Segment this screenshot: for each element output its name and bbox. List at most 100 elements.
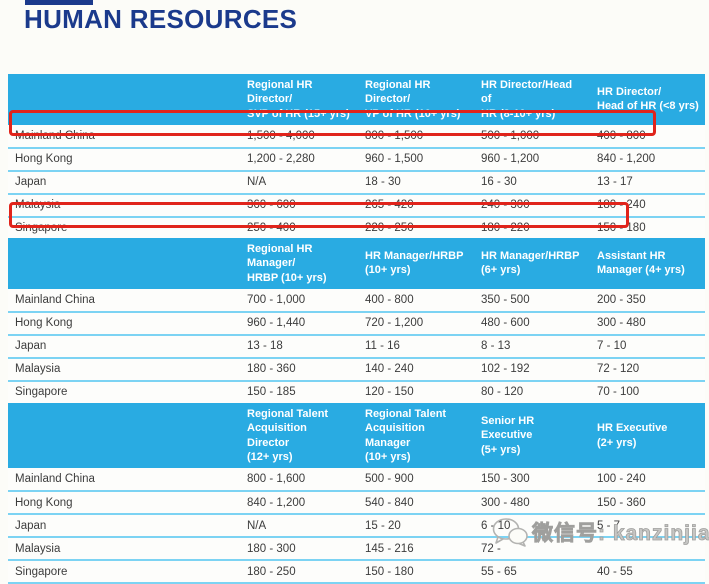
table-row-mainland-china: Mainland China 1,500 - 4,000 800 - 1,500…	[8, 124, 705, 149]
header-cell: Regional Talent Acquisition Manager (10+…	[358, 403, 474, 469]
value-cell: 120 - 150	[358, 380, 474, 405]
region-cell: Singapore	[8, 380, 240, 405]
value-cell: 102 - 192	[474, 357, 590, 382]
table-row-mainland-china: Mainland China 700 - 1,000 400 - 800 350…	[8, 288, 705, 313]
table-row-malaysia: Malaysia 180 - 300 145 - 216 72 -	[8, 537, 705, 562]
header-cell: Regional HR Director/ VP of HR (10+ yrs)	[358, 74, 474, 125]
value-cell: 1,500 - 4,000	[240, 124, 358, 149]
table-row-japan: Japan N/A 18 - 30 16 - 30 13 - 17	[8, 170, 705, 195]
region-cell: Singapore	[8, 216, 240, 241]
region-cell: Hong Kong	[8, 491, 240, 516]
value-cell: 145 - 216	[358, 537, 474, 562]
table-row-singapore: Singapore 250 - 400 220 - 250 180 - 220 …	[8, 216, 705, 241]
header-row: Regional Talent Acquisition Director (12…	[8, 403, 705, 469]
region-cell: Mainland China	[8, 124, 240, 149]
value-cell: 540 - 840	[358, 491, 474, 516]
value-cell: 5 - 7	[590, 514, 705, 539]
value-cell: 15 - 20	[358, 514, 474, 539]
value-cell: 265 - 420	[358, 193, 474, 218]
header-row: Regional HR Manager/ HRBP (10+ yrs) HR M…	[8, 238, 705, 289]
value-cell: 800 - 1,500	[358, 124, 474, 149]
header-cell: HR Manager/HRBP (10+ yrs)	[358, 238, 474, 289]
value-cell: 55 - 65	[474, 560, 590, 584]
value-cell: 350 - 500	[474, 288, 590, 313]
table-row-japan: Japan 13 - 18 11 - 16 8 - 13 7 - 10	[8, 334, 705, 359]
salary-table-hr-manager: Regional HR Manager/ HRBP (10+ yrs) HR M…	[8, 238, 705, 405]
value-cell: 180 - 240	[590, 193, 705, 218]
region-cell: Malaysia	[8, 537, 240, 562]
value-cell: 840 - 1,200	[240, 491, 358, 516]
region-cell: Japan	[8, 170, 240, 195]
value-cell: 150 - 180	[590, 216, 705, 241]
value-cell: 150 - 185	[240, 380, 358, 405]
value-cell: 8 - 13	[474, 334, 590, 359]
header-cell: Regional Talent Acquisition Director (12…	[240, 403, 358, 469]
value-cell: 240 - 300	[474, 193, 590, 218]
header-cell-region	[8, 403, 240, 469]
salary-table-hr-director: Regional HR Director/ SVP of HR (15+ yrs…	[8, 74, 705, 241]
value-cell: 7 - 10	[590, 334, 705, 359]
value-cell: 100 - 240	[590, 468, 705, 493]
table-row-malaysia: Malaysia 360 - 600 265 - 420 240 - 300 1…	[8, 193, 705, 218]
value-cell: 11 - 16	[358, 334, 474, 359]
value-cell: 180 - 220	[474, 216, 590, 241]
value-cell: 16 - 30	[474, 170, 590, 195]
value-cell: 150 - 360	[590, 491, 705, 516]
region-cell: Malaysia	[8, 357, 240, 382]
value-cell: 250 - 400	[240, 216, 358, 241]
salary-table-talent-acquisition: Regional Talent Acquisition Director (12…	[8, 403, 705, 584]
value-cell: 720 - 1,200	[358, 311, 474, 336]
header-cell: HR Manager/HRBP (6+ yrs)	[474, 238, 590, 289]
region-cell: Mainland China	[8, 288, 240, 313]
value-cell: 70 - 100	[590, 380, 705, 405]
value-cell: 500 - 900	[358, 468, 474, 493]
value-cell: 700 - 1,000	[240, 288, 358, 313]
table-row-singapore: Singapore 180 - 250 150 - 180 55 - 65 40…	[8, 560, 705, 584]
region-cell: Japan	[8, 334, 240, 359]
value-cell: 40 - 55	[590, 560, 705, 584]
header-cell-region	[8, 238, 240, 289]
region-cell: Singapore	[8, 560, 240, 584]
value-cell: 180 - 250	[240, 560, 358, 584]
value-cell: 480 - 600	[474, 311, 590, 336]
value-cell: 960 - 1,200	[474, 147, 590, 172]
region-cell: Malaysia	[8, 193, 240, 218]
table-row-japan: Japan N/A 15 - 20 6 - 10 5 - 7	[8, 514, 705, 539]
value-cell: 220 - 250	[358, 216, 474, 241]
value-cell: 960 - 1,500	[358, 147, 474, 172]
value-cell: 140 - 240	[358, 357, 474, 382]
value-cell: 1,200 - 2,280	[240, 147, 358, 172]
value-cell: 960 - 1,440	[240, 311, 358, 336]
value-cell: 80 - 120	[474, 380, 590, 405]
value-cell: 18 - 30	[358, 170, 474, 195]
table-row-mainland-china: Mainland China 800 - 1,600 500 - 900 150…	[8, 468, 705, 493]
header-cell: HR Director/ Head of HR (<8 yrs)	[590, 74, 705, 125]
page-title: HUMAN RESOURCES	[24, 4, 298, 34]
table-row-hong-kong: Hong Kong 840 - 1,200 540 - 840 300 - 48…	[8, 491, 705, 516]
value-cell: 400 - 800	[590, 124, 705, 149]
value-cell: 300 - 480	[474, 491, 590, 516]
region-cell: Hong Kong	[8, 147, 240, 172]
value-cell: 13 - 17	[590, 170, 705, 195]
value-cell: 150 - 300	[474, 468, 590, 493]
value-cell: 72 - 120	[590, 357, 705, 382]
value-cell: 6 - 10	[474, 514, 590, 539]
table-row-hong-kong: Hong Kong 960 - 1,440 720 - 1,200 480 - …	[8, 311, 705, 336]
region-cell: Mainland China	[8, 468, 240, 493]
value-cell	[590, 537, 705, 562]
value-cell: 180 - 300	[240, 537, 358, 562]
header-cell: Senior HR Executive (5+ yrs)	[474, 403, 590, 469]
header-cell: HR Executive (2+ yrs)	[590, 403, 705, 469]
header-cell: Regional HR Director/ SVP of HR (15+ yrs…	[240, 74, 358, 125]
value-cell: 360 - 600	[240, 193, 358, 218]
value-cell: N/A	[240, 514, 358, 539]
value-cell: 400 - 800	[358, 288, 474, 313]
value-cell: 200 - 350	[590, 288, 705, 313]
header-cell: HR Director/Head of HR (8-10+ yrs)	[474, 74, 590, 125]
table-row-singapore: Singapore 150 - 185 120 - 150 80 - 120 7…	[8, 380, 705, 405]
value-cell: 800 - 1,600	[240, 468, 358, 493]
table-row-malaysia: Malaysia 180 - 360 140 - 240 102 - 192 7…	[8, 357, 705, 382]
value-cell: 150 - 180	[358, 560, 474, 584]
cropped-text-artifact	[25, 0, 93, 5]
value-cell: 72 -	[474, 537, 590, 562]
